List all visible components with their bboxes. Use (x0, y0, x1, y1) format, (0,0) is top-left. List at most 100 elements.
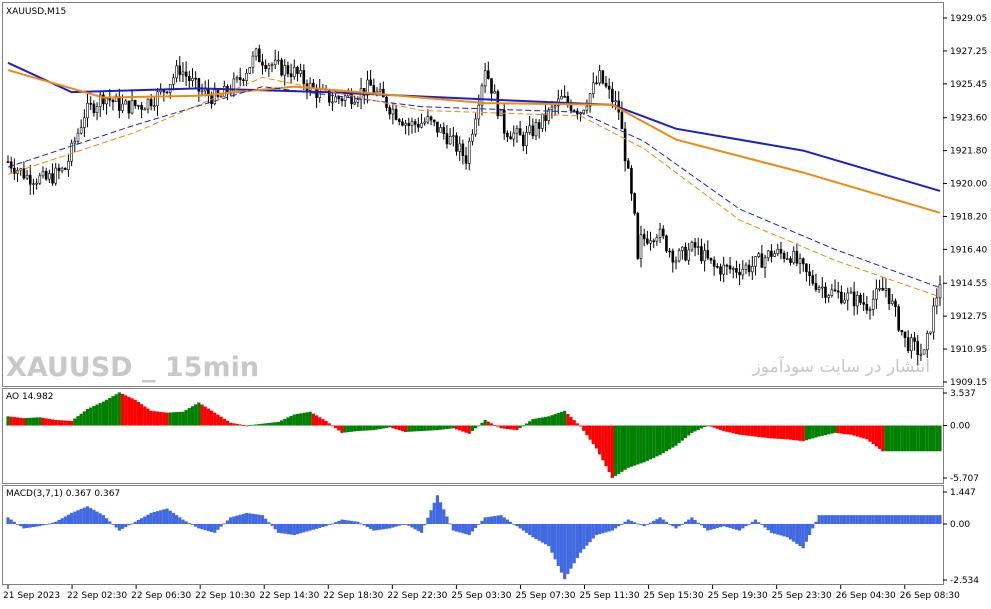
candle-body (636, 212, 640, 259)
candle (124, 99, 127, 105)
candle (786, 251, 789, 261)
candle-body (238, 77, 242, 81)
candle (922, 349, 926, 355)
macd-bar (543, 523, 548, 545)
ao-pane[interactable] (6, 392, 942, 478)
candle-body (843, 299, 846, 304)
candle (67, 153, 70, 177)
ao-bar (419, 425, 424, 432)
macd-bar (127, 523, 131, 526)
candle-body (277, 59, 280, 62)
macd-bar (804, 523, 809, 542)
candle (611, 81, 614, 109)
candle (598, 64, 601, 86)
candle (436, 121, 439, 138)
macd-bar (439, 502, 443, 524)
ao-bar (190, 406, 195, 426)
candle (760, 245, 764, 268)
price-pane[interactable] (6, 44, 942, 366)
macd-bar (114, 523, 118, 528)
candle-body (149, 98, 153, 107)
macd-bar (553, 523, 557, 560)
macd-bar (534, 523, 538, 540)
candle-body (576, 110, 579, 115)
macd-bar (50, 522, 55, 524)
macd-bar (521, 523, 525, 531)
ao-bar (260, 423, 265, 426)
candle (426, 109, 430, 125)
ao-bar (302, 412, 306, 426)
candle (512, 125, 516, 147)
macd-bar (410, 523, 414, 528)
macd-bar (464, 523, 468, 535)
ao-bar (582, 425, 586, 431)
macd-bar (143, 516, 147, 524)
ao-bar (349, 425, 354, 432)
candle-body (855, 294, 859, 307)
ao-bar (200, 404, 204, 426)
ao-bar (566, 413, 570, 426)
macd-bar (731, 523, 735, 529)
candle-body (353, 102, 357, 105)
macd-bar (715, 523, 719, 528)
candle-body (865, 303, 869, 311)
candle-body (121, 103, 124, 111)
macd-bar (626, 519, 630, 524)
candle (579, 111, 582, 122)
candle (292, 59, 296, 80)
macd-bar (356, 521, 360, 524)
ao-bar (569, 417, 573, 426)
candle-body (782, 252, 786, 259)
candle-body (38, 175, 42, 184)
macd-bar (677, 523, 681, 527)
ao-bar (865, 425, 869, 440)
macd-bar (594, 523, 599, 536)
macd-bar (709, 523, 713, 530)
ao-bar (384, 425, 389, 428)
candle-body (709, 257, 713, 261)
macd-bar (232, 516, 236, 524)
macd-bar (795, 523, 799, 544)
candle-body (706, 250, 710, 259)
macd-pane[interactable] (6, 495, 942, 580)
macd-bar (846, 515, 850, 524)
ao-bar (289, 415, 293, 426)
time-tick-label: 25 Sep 03:30 (451, 591, 511, 601)
candle (859, 292, 862, 305)
macd-bar (629, 520, 634, 524)
ao-bar (324, 420, 328, 426)
macd-bar (187, 523, 191, 524)
macd-bar (855, 515, 859, 524)
candle (137, 104, 140, 110)
ao-bar (448, 425, 452, 429)
candle-body (598, 70, 601, 84)
candle-body (175, 65, 178, 79)
macd-bar (811, 523, 815, 529)
ao-bar (15, 417, 20, 426)
macd-bar (830, 515, 834, 524)
macd-bar (375, 523, 379, 531)
candle (25, 169, 29, 181)
macd-bar (862, 515, 866, 524)
ao-bar (85, 408, 90, 426)
ao-bar (757, 425, 761, 437)
ao-bar (470, 425, 475, 432)
macd-tick-label: 0.00 (950, 520, 970, 530)
macd-bar (524, 523, 529, 533)
ao-bar (381, 425, 385, 429)
candle-body (887, 288, 891, 304)
candle (916, 334, 920, 366)
macd-bar (251, 513, 255, 524)
price-tick-label: 1909.15 (950, 378, 987, 388)
candle (633, 192, 636, 216)
macd-bar (451, 523, 455, 531)
candle-body (461, 143, 465, 156)
macd-bar (502, 517, 506, 524)
ao-bar (715, 425, 719, 429)
ao-tick-label: -5.707 (950, 474, 979, 484)
macd-bar (343, 520, 347, 524)
ao-bar (442, 425, 446, 430)
candle-body (48, 173, 51, 180)
